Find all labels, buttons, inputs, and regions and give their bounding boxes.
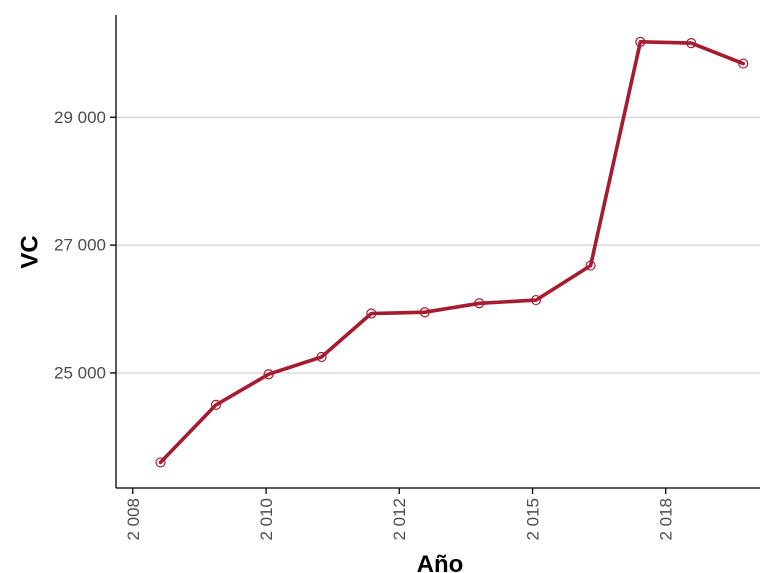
y-tick-label: 27 000 [54,236,106,255]
data-point [530,294,542,306]
x-axis-title: Año [417,551,464,573]
y-ticks: 25 000 27 000 29 000 [54,108,116,382]
y-tick-label: 25 000 [54,363,106,382]
data-points [155,36,749,468]
x-tick-label: 2 015 [524,498,543,541]
data-point [366,308,377,319]
data-point [210,399,222,411]
data-point [263,369,274,380]
data-point [419,307,430,318]
data-point [155,457,166,468]
series-line [158,40,745,465]
x-tick-label: 2 008 [124,498,143,541]
x-tick-label: 2 012 [390,498,409,541]
y-axis-title: VC [17,235,44,268]
data-point [585,260,596,271]
data-point [738,58,749,69]
x-tick-label: 2 018 [657,498,676,541]
data-point [686,38,697,49]
y-tick-label: 29 000 [54,108,106,127]
data-point [316,351,327,363]
data-point [474,298,485,309]
gridlines [116,116,760,374]
data-point [635,36,646,47]
x-ticks: 2 008 2 010 2 012 2 015 2 018 [124,488,676,541]
x-tick-label: 2 010 [257,498,276,541]
